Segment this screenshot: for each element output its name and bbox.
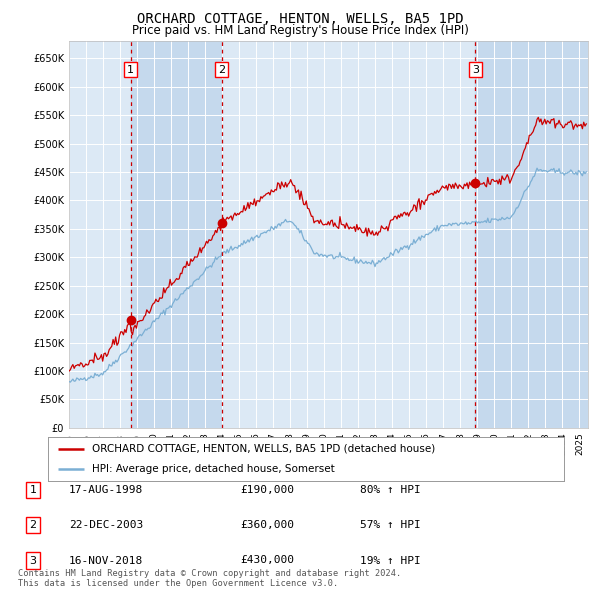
Text: 1: 1 <box>127 65 134 75</box>
Text: 2: 2 <box>218 65 225 75</box>
Text: 80% ↑ HPI: 80% ↑ HPI <box>360 485 421 494</box>
Text: 3: 3 <box>472 65 479 75</box>
Text: £190,000: £190,000 <box>240 485 294 494</box>
Bar <box>475 41 588 428</box>
Text: Contains HM Land Registry data © Crown copyright and database right 2024.
This d: Contains HM Land Registry data © Crown c… <box>18 569 401 588</box>
Text: 1: 1 <box>29 485 37 494</box>
Bar <box>131 41 221 428</box>
Text: £430,000: £430,000 <box>240 556 294 565</box>
Text: 19% ↑ HPI: 19% ↑ HPI <box>360 556 421 565</box>
Text: 22-DEC-2003: 22-DEC-2003 <box>69 520 143 530</box>
Text: £360,000: £360,000 <box>240 520 294 530</box>
Text: 2: 2 <box>29 520 37 530</box>
Text: Price paid vs. HM Land Registry's House Price Index (HPI): Price paid vs. HM Land Registry's House … <box>131 24 469 37</box>
Text: 57% ↑ HPI: 57% ↑ HPI <box>360 520 421 530</box>
Text: ORCHARD COTTAGE, HENTON, WELLS, BA5 1PD (detached house): ORCHARD COTTAGE, HENTON, WELLS, BA5 1PD … <box>92 444 435 454</box>
Text: ORCHARD COTTAGE, HENTON, WELLS, BA5 1PD: ORCHARD COTTAGE, HENTON, WELLS, BA5 1PD <box>137 12 463 26</box>
Text: 16-NOV-2018: 16-NOV-2018 <box>69 556 143 565</box>
Text: 3: 3 <box>29 556 37 565</box>
Text: 17-AUG-1998: 17-AUG-1998 <box>69 485 143 494</box>
Text: HPI: Average price, detached house, Somerset: HPI: Average price, detached house, Some… <box>92 464 335 474</box>
